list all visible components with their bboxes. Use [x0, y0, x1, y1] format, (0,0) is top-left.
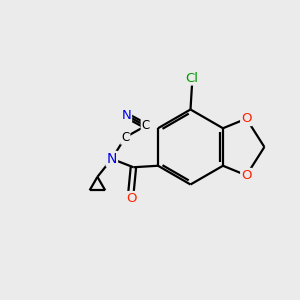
- Text: N: N: [121, 109, 131, 122]
- Text: C: C: [142, 119, 150, 132]
- Text: Cl: Cl: [185, 71, 199, 85]
- Text: O: O: [126, 192, 136, 205]
- Text: N: N: [106, 152, 117, 166]
- Text: O: O: [241, 112, 252, 125]
- Text: O: O: [241, 169, 252, 182]
- Text: C: C: [121, 131, 129, 144]
